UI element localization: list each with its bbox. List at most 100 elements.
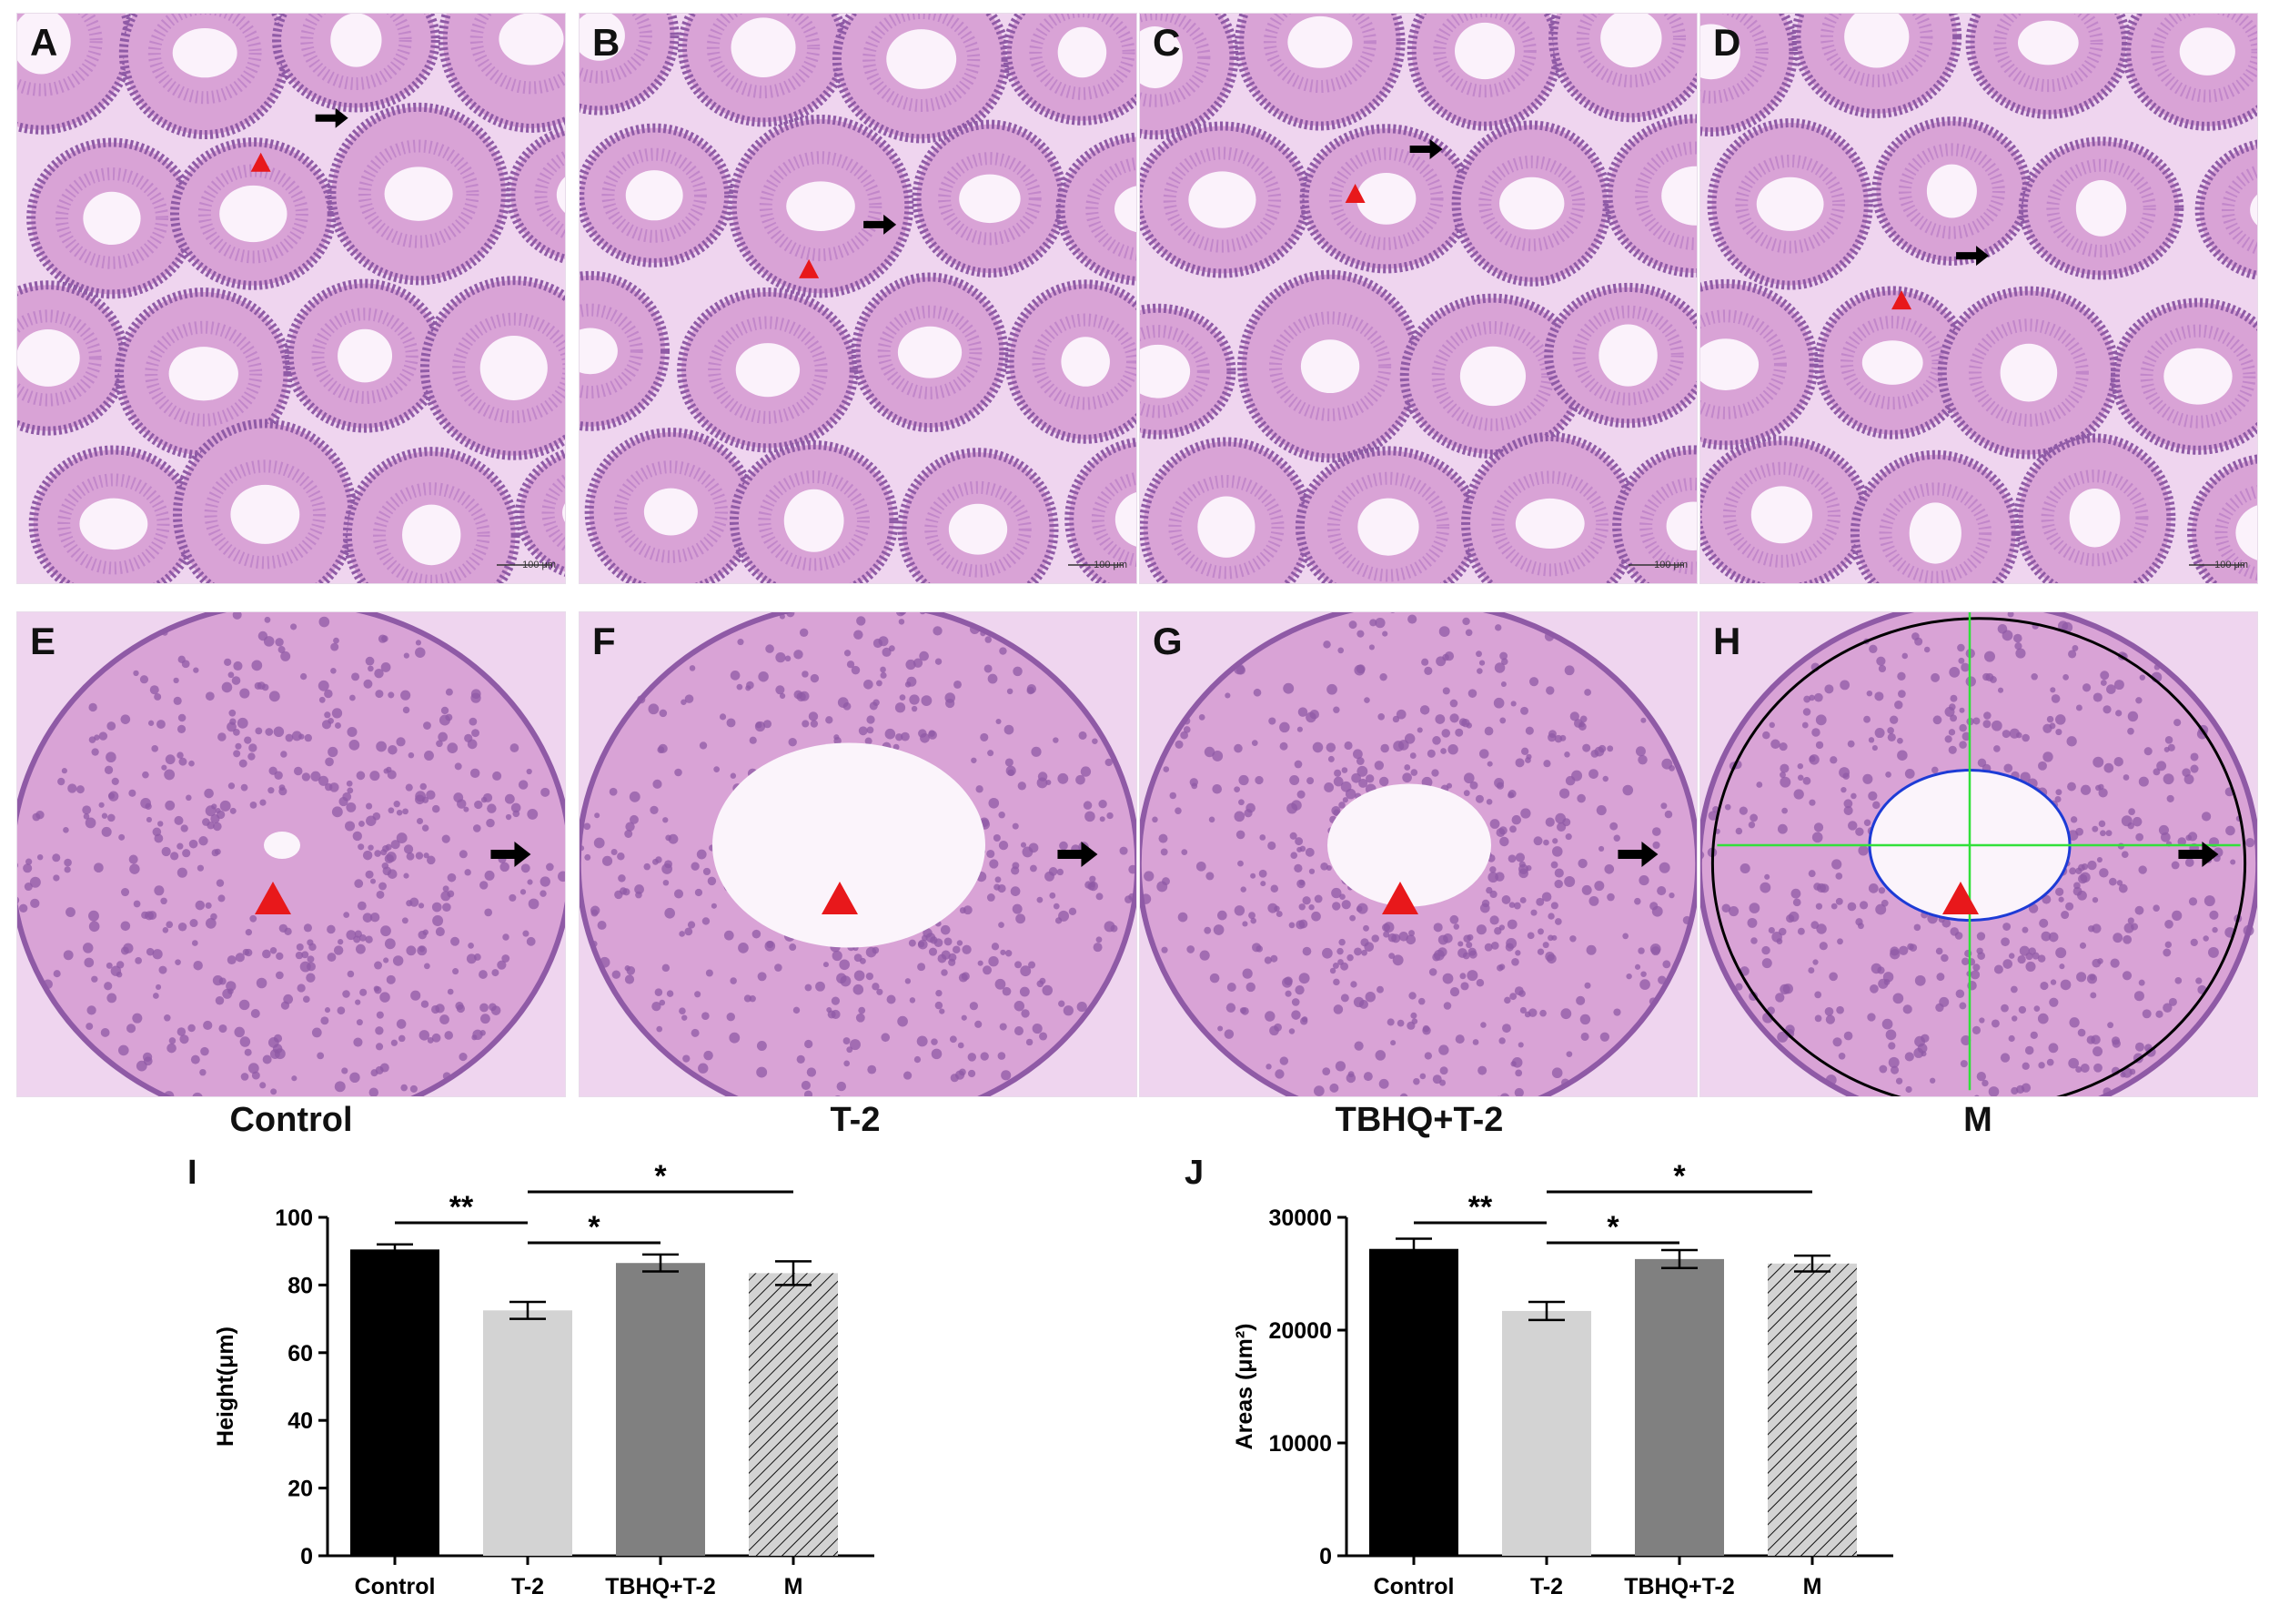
cell-nucleus	[2138, 776, 2149, 787]
cell-nucleus	[1803, 695, 1811, 703]
cell-nucleus	[1484, 943, 1493, 952]
cell-nucleus	[176, 751, 184, 759]
cell-nucleus	[836, 1081, 847, 1092]
cell-nucleus	[863, 679, 873, 690]
cell-nucleus	[864, 737, 872, 745]
cell-nucleus	[419, 1030, 430, 1041]
cell-nucleus	[1013, 1026, 1024, 1036]
cell-nucleus	[1604, 863, 1615, 874]
cell-nucleus	[1607, 893, 1615, 902]
cell-nucleus	[401, 917, 408, 924]
cell-nucleus	[1797, 927, 1805, 935]
cell-nucleus	[1622, 784, 1634, 796]
germ-cell-layer	[1478, 155, 1586, 252]
cell-nucleus	[1515, 758, 1525, 768]
cell-nucleus	[1225, 1003, 1236, 1013]
cell-nucleus	[1634, 963, 1641, 970]
cell-nucleus	[1797, 774, 1804, 782]
cell-nucleus	[1449, 713, 1459, 723]
y-tick-label: 30000	[1268, 1205, 1332, 1231]
cell-nucleus	[1997, 687, 2004, 693]
cell-nucleus	[1887, 732, 1896, 742]
cell-nucleus	[489, 1003, 497, 1012]
cell-nucleus	[179, 1034, 189, 1044]
cell-nucleus	[1432, 953, 1441, 962]
x-tick-label: M	[784, 1574, 803, 1599]
cell-nucleus	[940, 924, 951, 935]
cell-nucleus	[1299, 880, 1306, 886]
cell-nucleus	[622, 888, 630, 896]
cell-nucleus	[18, 903, 28, 913]
cell-nucleus	[1885, 1029, 1897, 1041]
cell-nucleus	[1518, 861, 1526, 868]
cell-nucleus	[1721, 903, 1731, 913]
cell-nucleus	[165, 754, 176, 765]
cell-nucleus	[368, 844, 374, 851]
cell-nucleus	[346, 930, 357, 941]
cell-nucleus	[1830, 903, 1838, 910]
cell-nucleus	[1392, 954, 1404, 966]
cell-nucleus	[509, 743, 519, 752]
cell-nucleus	[222, 988, 233, 999]
cell-nucleus	[1344, 741, 1353, 751]
cell-nucleus	[1447, 743, 1458, 755]
cell-nucleus	[1982, 1079, 1989, 1087]
cell-nucleus	[1017, 782, 1026, 791]
cell-nucleus	[834, 1094, 841, 1096]
cell-nucleus	[238, 759, 247, 768]
cell-nucleus	[2048, 932, 2059, 943]
cell-nucleus	[2042, 894, 2052, 904]
cell-nucleus	[447, 988, 454, 995]
cell-nucleus	[91, 975, 98, 983]
cell-nucleus	[299, 672, 308, 681]
cell-nucleus	[2082, 683, 2092, 692]
cell-nucleus	[133, 900, 141, 908]
cell-nucleus	[347, 970, 355, 978]
cell-nucleus	[1793, 789, 1804, 800]
cell-nucleus	[702, 867, 711, 876]
cell-nucleus	[1750, 813, 1759, 822]
cell-nucleus	[1769, 721, 1775, 729]
cell-nucleus	[2133, 991, 2144, 1002]
cell-nucleus	[931, 1048, 943, 1060]
cell-nucleus	[774, 963, 782, 972]
germ-cell-layer	[1328, 146, 1444, 250]
cell-nucleus	[849, 1039, 861, 1051]
cell-nucleus	[1250, 873, 1256, 879]
cell-nucleus	[1459, 973, 1467, 980]
cell-nucleus	[233, 750, 241, 758]
cell-nucleus	[396, 1019, 407, 1029]
cell-nucleus	[1388, 953, 1396, 960]
tubule-lumen	[731, 17, 796, 78]
cell-nucleus	[2116, 880, 2123, 886]
cell-nucleus	[365, 870, 374, 879]
cell-nucleus	[1739, 806, 1748, 815]
cell-nucleus	[1466, 942, 1473, 949]
cell-nucleus	[1944, 735, 1952, 743]
tubule-lumen	[2235, 505, 2257, 560]
cell-nucleus	[180, 824, 188, 832]
cell-nucleus	[1224, 1029, 1235, 1039]
cell-nucleus	[1578, 858, 1588, 869]
cell-nucleus	[630, 814, 639, 824]
cell-nucleus	[629, 791, 640, 802]
cell-nucleus	[2203, 935, 2209, 942]
cell-nucleus	[317, 1052, 325, 1060]
cell-nucleus	[244, 736, 252, 744]
cell-nucleus	[328, 746, 338, 758]
cell-nucleus	[140, 797, 151, 809]
cell-nucleus	[1058, 910, 1070, 922]
cell-nucleus	[1565, 833, 1572, 841]
cell-nucleus	[984, 636, 992, 643]
cell-nucleus	[1848, 821, 1858, 831]
cell-nucleus	[1555, 918, 1562, 925]
cell-nucleus	[88, 910, 99, 922]
cell-nucleus	[1777, 1031, 1789, 1043]
cell-nucleus	[141, 911, 149, 920]
cell-nucleus	[1781, 807, 1788, 814]
cell-nucleus	[656, 1025, 663, 1033]
tubule-lumen	[499, 14, 564, 66]
cell-nucleus	[274, 771, 283, 780]
cell-nucleus	[327, 953, 337, 962]
cell-nucleus	[1824, 684, 1834, 694]
